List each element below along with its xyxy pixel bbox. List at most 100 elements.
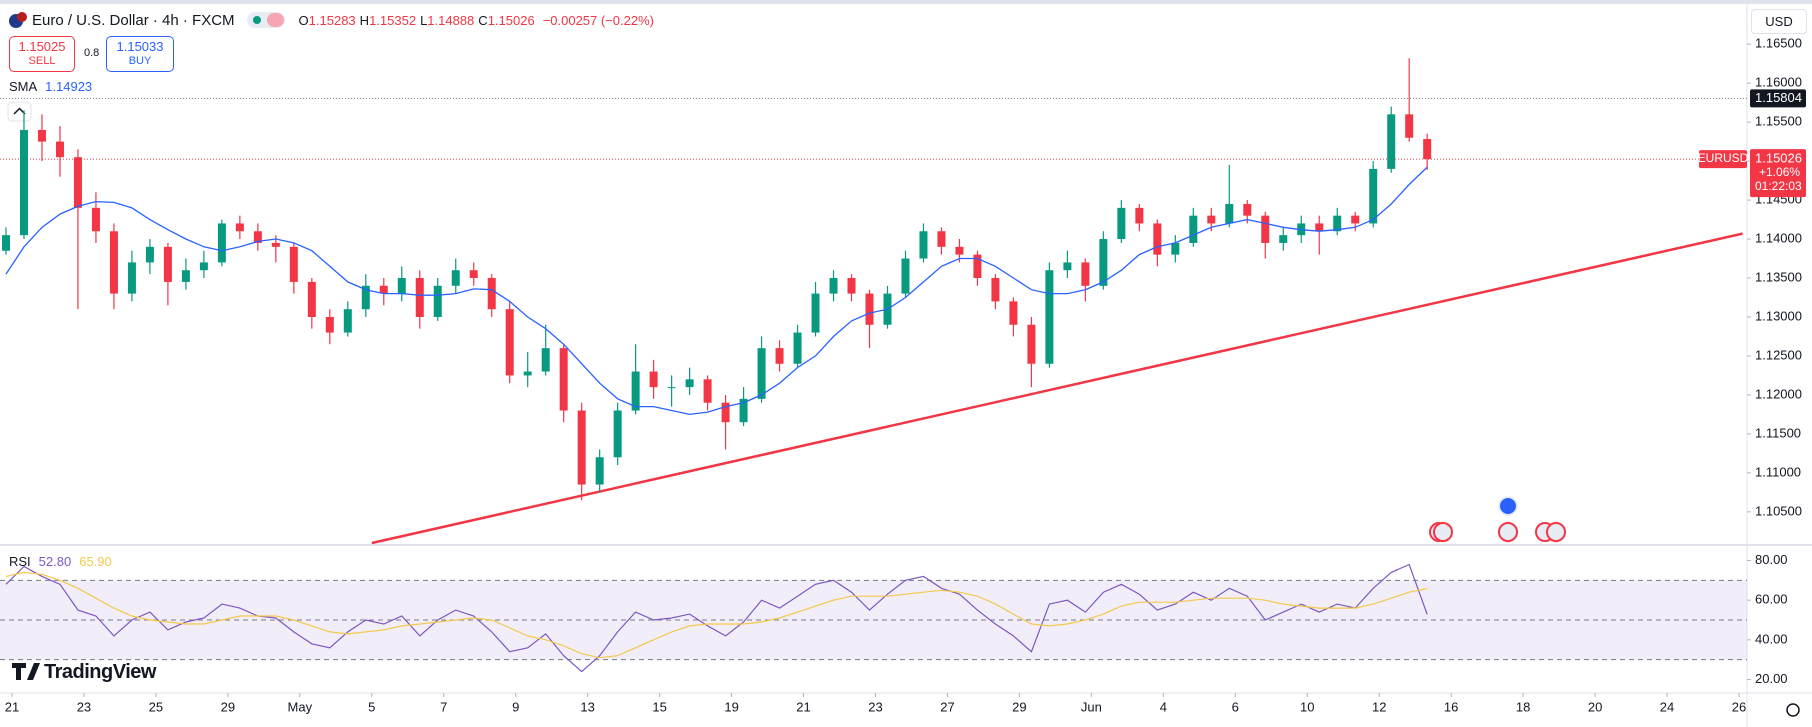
sma-value: 1.14923 xyxy=(45,79,93,94)
candle-body xyxy=(307,281,316,317)
settings-icon[interactable] xyxy=(1786,703,1800,717)
y-tick-label: 1.15500 xyxy=(1755,114,1802,129)
candle-body xyxy=(1153,223,1162,255)
candle-body xyxy=(559,348,568,411)
candle-body xyxy=(343,309,352,333)
candle-body xyxy=(1423,139,1432,160)
change: −0.00257 (−0.22%) xyxy=(542,12,654,28)
candle-body xyxy=(829,278,838,294)
candle-body xyxy=(847,278,856,294)
candle-body xyxy=(235,223,244,232)
y-tick-label: 1.12500 xyxy=(1755,347,1802,362)
candle-body xyxy=(289,246,298,282)
candle-body xyxy=(793,332,802,364)
rsi-legend: RSI 52.80 65.90 xyxy=(9,554,112,569)
candle-body xyxy=(577,410,586,485)
candle-body xyxy=(631,371,640,411)
candle-body xyxy=(37,129,46,142)
candle-body xyxy=(991,278,1000,302)
candle-body xyxy=(1351,215,1360,224)
candle-body xyxy=(1,235,10,251)
candle-body xyxy=(523,371,532,376)
candle-body xyxy=(253,231,262,243)
brand-name: TradingView xyxy=(44,661,156,683)
candle-body xyxy=(127,262,136,294)
buy-button[interactable]: 1.15033 BUY xyxy=(106,36,174,72)
candle-body xyxy=(1045,270,1054,364)
candle-body xyxy=(55,141,64,158)
level-label: 1.15804 xyxy=(1755,90,1802,105)
candle-body xyxy=(1099,239,1108,286)
candle-body xyxy=(415,278,424,317)
candle-body xyxy=(685,379,694,388)
symbol-title[interactable]: Euro / U.S. Dollar · 4h · FXCM xyxy=(32,11,235,29)
y-tick-label: 1.13500 xyxy=(1755,269,1802,284)
x-tick-label: 26 xyxy=(1732,699,1746,714)
collapse-icon xyxy=(13,107,26,115)
candle-body xyxy=(19,129,28,236)
event-icon[interactable] xyxy=(1546,522,1566,542)
sell-price: 1.15025 xyxy=(18,39,66,54)
sell-button[interactable]: 1.15025 SELL xyxy=(9,36,75,72)
candle-body xyxy=(73,157,82,208)
sma-name: SMA xyxy=(9,79,38,94)
header: Euro / U.S. Dollar · 4h · FXCM O1.15283 H… xyxy=(0,6,658,34)
ohlc-legend: O1.15283 H1.15352 L1.14888 C1.15026 xyxy=(299,13,539,28)
candle-body xyxy=(361,285,370,310)
currency-button[interactable]: USD xyxy=(1751,9,1807,34)
last-change-label: +1.06% xyxy=(1759,165,1800,179)
candle-body xyxy=(1369,168,1378,224)
candle-body xyxy=(667,387,676,389)
x-tick-label: 21 xyxy=(5,699,19,714)
y-tick-label: 40.00 xyxy=(1755,631,1788,646)
x-tick-label: 9 xyxy=(512,699,519,714)
y-tick-label: 1.13000 xyxy=(1755,308,1802,323)
candles xyxy=(1,58,1432,501)
collapse-button[interactable] xyxy=(7,101,32,122)
candle-body xyxy=(973,254,982,279)
x-tick-label: 12 xyxy=(1372,699,1386,714)
candle-body xyxy=(91,207,100,232)
legend-value: 52.80 xyxy=(38,554,72,569)
x-tick-label: 27 xyxy=(940,699,954,714)
candle-body xyxy=(703,379,712,403)
event-icon[interactable] xyxy=(1498,496,1518,516)
x-tick-label: 29 xyxy=(221,699,235,714)
candle-body xyxy=(613,410,622,458)
candle-body xyxy=(1171,242,1180,255)
candle-body xyxy=(1009,301,1018,325)
ohlc-value: 1.15026 xyxy=(487,12,535,28)
candle-body xyxy=(1387,114,1396,169)
candle-body xyxy=(433,285,442,317)
last-price-label: 1.15026 xyxy=(1755,151,1802,166)
x-tick-label: 5 xyxy=(368,699,375,714)
symbol-flag xyxy=(9,12,27,28)
candle-body xyxy=(181,270,190,282)
candle-body xyxy=(541,348,550,372)
candle-body xyxy=(487,278,496,310)
candle-body xyxy=(721,402,730,423)
x-tick-label: 29 xyxy=(1012,699,1026,714)
x-tick-label: 4 xyxy=(1160,699,1167,714)
event-icons[interactable] xyxy=(1429,496,1566,542)
ohlc-label: C xyxy=(478,12,488,28)
x-tick-label: 20 xyxy=(1588,699,1602,714)
x-tick-label: 15 xyxy=(652,699,666,714)
candle-body xyxy=(739,398,748,423)
candle-body xyxy=(919,231,928,259)
y-tick-label: 1.16500 xyxy=(1755,36,1802,51)
ohlc-value: 1.15352 xyxy=(369,12,417,28)
brand-logo xyxy=(12,663,40,680)
x-tick-label: 13 xyxy=(580,699,594,714)
candle-body xyxy=(937,231,946,247)
candle-body xyxy=(865,293,874,325)
x-tick-label: 6 xyxy=(1232,699,1239,714)
ohlc-label: O xyxy=(298,12,309,28)
sma-legend: SMA 1.14923 xyxy=(9,79,92,94)
event-icon[interactable] xyxy=(1433,522,1453,542)
candle-body xyxy=(1279,235,1288,243)
y-tick-label: 1.12000 xyxy=(1755,386,1802,401)
event-icon[interactable] xyxy=(1498,522,1518,542)
candle-body xyxy=(595,457,604,485)
candle-body xyxy=(1261,215,1270,243)
